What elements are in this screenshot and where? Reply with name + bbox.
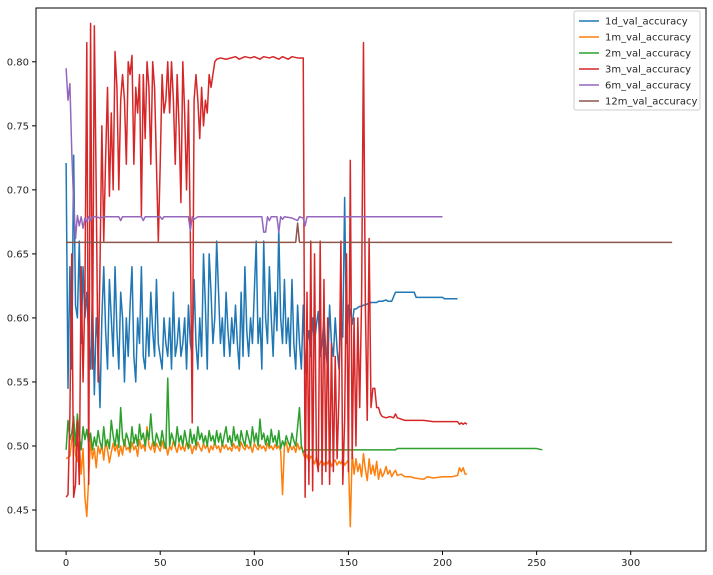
y-tick-label: 0.70 <box>7 185 29 196</box>
y-tick-label: 0.55 <box>7 377 29 388</box>
axes-layer: 0 50 100 150 200 250 300 0.45 0.50 0.55 0.60 0.65 0.… <box>7 57 641 569</box>
series-line-1m_val_accuracy <box>65 426 467 528</box>
y-tick-label: 0.50 <box>7 441 29 452</box>
legend-label-6m_val_accuracy: 6m_val_accuracy <box>605 81 691 92</box>
y-tick-label: 0.75 <box>7 121 29 132</box>
legend-label-2m_val_accuracy: 2m_val_accuracy <box>605 49 691 60</box>
x-tick-label: 200 <box>433 558 452 569</box>
legend-label-3m_val_accuracy: 3m_val_accuracy <box>605 65 691 76</box>
legend: 1d_val_accuracy 1m_val_accuracy 2m_val_acc… <box>573 10 701 111</box>
legend-label-1m_val_accuracy: 1m_val_accuracy <box>605 33 691 44</box>
y-tick-label: 0.65 <box>7 249 29 260</box>
legend-box <box>573 10 701 111</box>
series-layer <box>65 22 673 528</box>
x-tick-label: 250 <box>527 558 546 569</box>
x-tick-label: 150 <box>339 558 358 569</box>
x-tick-label: 100 <box>245 558 264 569</box>
series-line-3m_val_accuracy <box>65 22 468 498</box>
x-tick-label: 0 <box>63 558 69 569</box>
y-tick-label: 0.80 <box>7 57 29 68</box>
series-line-12m_val_accuracy <box>66 222 673 244</box>
y-tick-label: 0.60 <box>7 313 29 324</box>
series-line-6m_val_accuracy <box>65 68 443 240</box>
series-line-2m_val_accuracy <box>65 377 543 454</box>
x-tick-label: 50 <box>154 558 167 569</box>
x-tick-label: 300 <box>621 558 640 569</box>
legend-label-1d_val_accuracy: 1d_val_accuracy <box>605 17 688 28</box>
legend-label-12m_val_accuracy: 12m_val_accuracy <box>605 97 697 108</box>
y-tick-label: 0.45 <box>7 506 29 517</box>
